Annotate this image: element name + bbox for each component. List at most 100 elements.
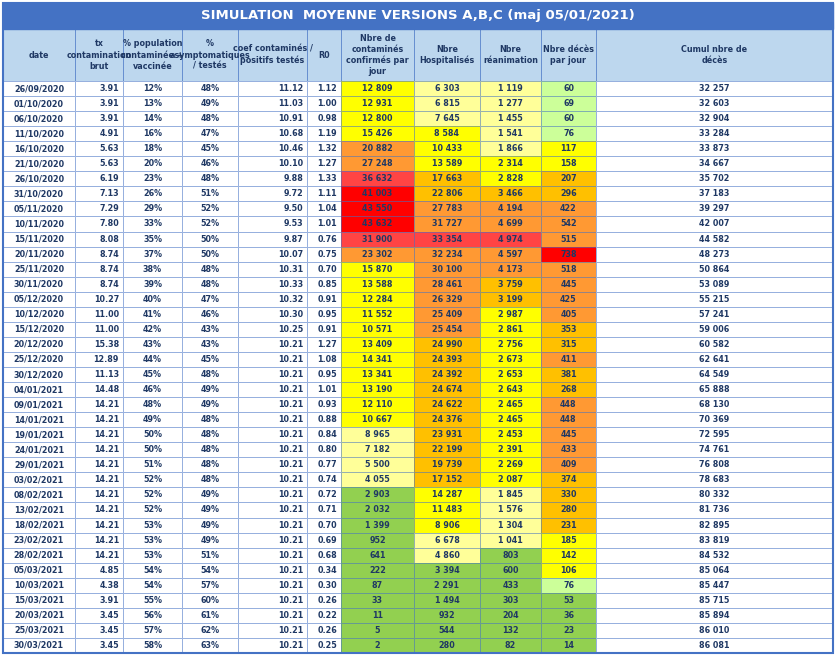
Bar: [414, 307, 480, 322]
Text: 51%: 51%: [201, 550, 220, 560]
Bar: [596, 442, 833, 457]
Bar: [3, 262, 75, 277]
Text: 1 399: 1 399: [365, 521, 390, 529]
Text: 14.21: 14.21: [94, 445, 119, 455]
Bar: [541, 201, 596, 216]
Bar: [541, 608, 596, 623]
Bar: [182, 201, 238, 216]
Text: 87: 87: [372, 581, 383, 590]
Bar: [596, 216, 833, 232]
Bar: [238, 81, 307, 96]
Bar: [238, 518, 307, 533]
Bar: [307, 518, 341, 533]
Bar: [307, 322, 341, 337]
Bar: [341, 578, 414, 593]
Bar: [182, 412, 238, 427]
Text: 10.27: 10.27: [94, 295, 119, 304]
Bar: [182, 608, 238, 623]
Bar: [414, 216, 480, 232]
Bar: [123, 593, 182, 608]
Bar: [307, 427, 341, 442]
Text: 405: 405: [560, 310, 577, 319]
Bar: [75, 81, 123, 96]
Bar: [75, 533, 123, 548]
Text: 9.87: 9.87: [283, 235, 303, 243]
Bar: [75, 608, 123, 623]
Bar: [480, 563, 541, 578]
Text: 2 643: 2 643: [498, 385, 523, 394]
Bar: [480, 81, 541, 96]
Bar: [123, 397, 182, 412]
Text: 0.70: 0.70: [318, 521, 337, 529]
Text: 82 895: 82 895: [699, 521, 730, 529]
Bar: [480, 186, 541, 201]
Text: 27 783: 27 783: [431, 205, 462, 213]
Text: 49%: 49%: [201, 385, 220, 394]
Bar: [596, 307, 833, 322]
Text: 24 622: 24 622: [431, 400, 462, 409]
Bar: [3, 593, 75, 608]
Text: 1.00: 1.00: [318, 99, 337, 108]
Bar: [123, 427, 182, 442]
Text: 13/02/2021: 13/02/2021: [14, 506, 64, 514]
Bar: [541, 156, 596, 171]
Bar: [414, 96, 480, 111]
Bar: [341, 307, 414, 322]
Bar: [75, 156, 123, 171]
Bar: [541, 367, 596, 382]
Bar: [238, 111, 307, 126]
Bar: [238, 126, 307, 141]
Text: 11 552: 11 552: [362, 310, 393, 319]
Bar: [307, 563, 341, 578]
Text: 45%: 45%: [143, 370, 162, 379]
Bar: [480, 608, 541, 623]
Bar: [596, 232, 833, 247]
Bar: [238, 352, 307, 367]
Bar: [123, 548, 182, 563]
Bar: [238, 322, 307, 337]
Bar: [341, 472, 414, 487]
Bar: [75, 412, 123, 427]
Text: 29/01/2021: 29/01/2021: [14, 461, 64, 469]
Text: 0.91: 0.91: [318, 295, 337, 304]
Bar: [75, 502, 123, 518]
Bar: [3, 262, 75, 277]
Bar: [75, 442, 123, 457]
Bar: [541, 81, 596, 96]
Bar: [238, 29, 307, 81]
Bar: [480, 427, 541, 442]
Text: 86 081: 86 081: [699, 641, 730, 650]
Bar: [182, 232, 238, 247]
Bar: [414, 563, 480, 578]
Text: 641: 641: [370, 550, 385, 560]
Text: 15 426: 15 426: [362, 129, 393, 138]
Bar: [541, 247, 596, 262]
Bar: [480, 111, 541, 126]
Bar: [541, 412, 596, 427]
Bar: [480, 337, 541, 352]
Bar: [541, 412, 596, 427]
Bar: [182, 201, 238, 216]
Text: 33%: 33%: [143, 220, 162, 228]
Bar: [75, 186, 123, 201]
Text: 11.00: 11.00: [94, 310, 119, 319]
Text: 8 965: 8 965: [365, 430, 390, 440]
Bar: [75, 156, 123, 171]
Bar: [414, 156, 480, 171]
Bar: [307, 141, 341, 156]
Bar: [3, 171, 75, 186]
Bar: [238, 247, 307, 262]
Bar: [480, 322, 541, 337]
Bar: [341, 232, 414, 247]
Bar: [341, 608, 414, 623]
Bar: [307, 126, 341, 141]
Text: 433: 433: [560, 445, 577, 455]
Bar: [238, 623, 307, 638]
Bar: [541, 457, 596, 472]
Bar: [341, 201, 414, 216]
Bar: [3, 578, 75, 593]
Bar: [596, 638, 833, 653]
Text: 6.19: 6.19: [99, 174, 119, 183]
Bar: [123, 337, 182, 352]
Text: 11 483: 11 483: [432, 506, 462, 514]
